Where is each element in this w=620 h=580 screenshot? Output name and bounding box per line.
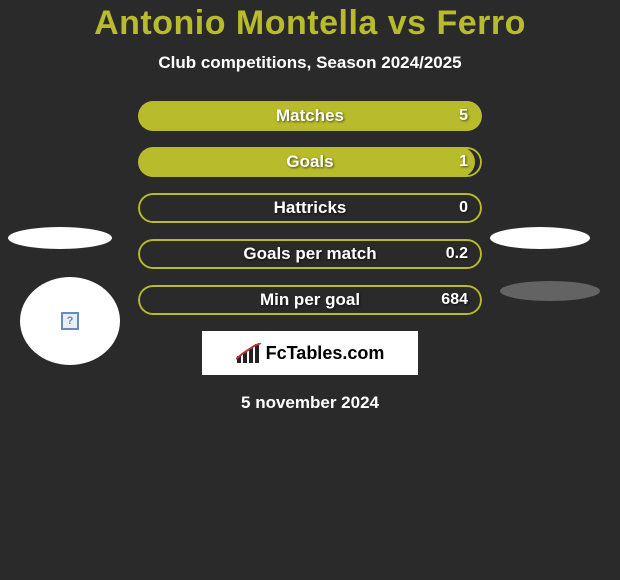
stat-label: Hattricks: [274, 198, 347, 218]
player-avatar: ?: [20, 277, 120, 365]
fctables-logo: FcTables.com: [236, 343, 385, 364]
stat-label: Matches: [276, 106, 344, 126]
stat-label: Goals per match: [243, 244, 376, 264]
stat-label: Min per goal: [260, 290, 360, 310]
decor-ellipse-right-top: [490, 227, 590, 249]
main-area: ? Matches 5 Goals 1 Hattricks 0 Goals per matc…: [0, 101, 620, 413]
decor-ellipse-left: [8, 227, 112, 249]
date-text: 5 november 2024: [0, 393, 620, 413]
stat-label: Goals: [286, 152, 333, 172]
infographic-container: Antonio Montella vs Ferro Club competiti…: [0, 0, 620, 580]
subtitle: Club competitions, Season 2024/2025: [0, 53, 620, 73]
stat-value: 0: [459, 199, 468, 217]
stat-value: 0.2: [446, 245, 468, 263]
stat-row: Goals per match 0.2: [138, 239, 482, 269]
fctables-logo-box: FcTables.com: [202, 331, 418, 375]
stat-row: Hattricks 0: [138, 193, 482, 223]
stat-value: 1: [459, 153, 468, 171]
page-title: Antonio Montella vs Ferro: [0, 4, 620, 43]
logo-text: FcTables.com: [266, 343, 385, 364]
stat-bars: Matches 5 Goals 1 Hattricks 0 Goals per match 0…: [138, 101, 482, 315]
stat-row: Goals 1: [138, 147, 482, 177]
stat-value: 684: [441, 291, 468, 309]
decor-ellipse-right-bottom: [500, 281, 600, 301]
stat-row: Matches 5: [138, 101, 482, 131]
stat-row: Min per goal 684: [138, 285, 482, 315]
stat-value: 5: [459, 107, 468, 125]
avatar-glyph: ?: [67, 315, 74, 327]
logo-chart-icon: [236, 343, 262, 363]
avatar-placeholder-icon: ?: [61, 312, 79, 330]
